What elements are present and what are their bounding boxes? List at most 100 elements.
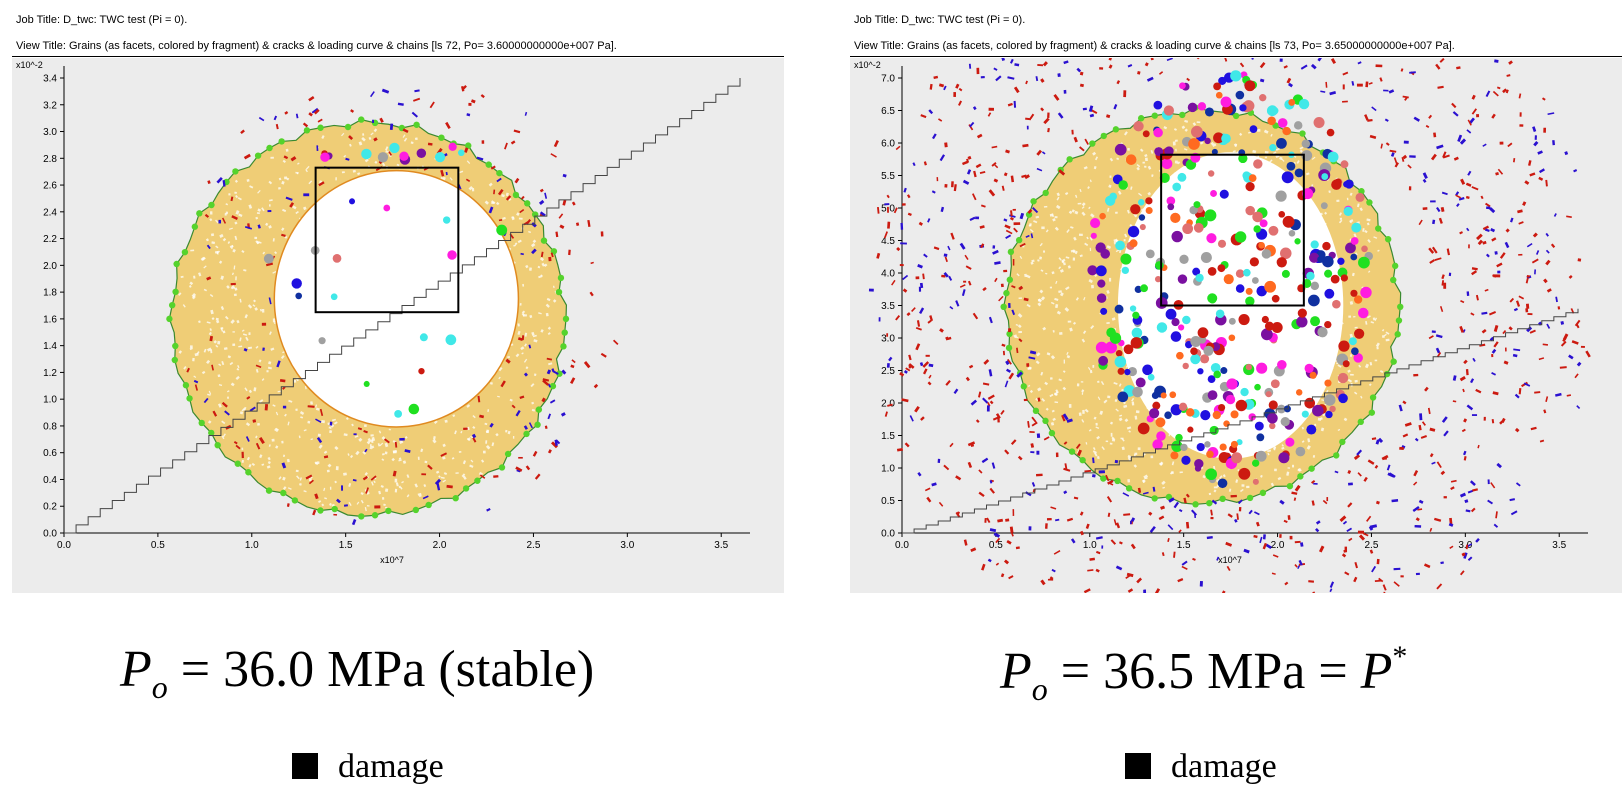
fragment-particle [1213,82,1222,91]
crack-mark [915,326,922,331]
crack-mark [1502,330,1507,335]
left-view-title: View Title: Grains (as facets, colored b… [16,40,617,52]
grain-facet [1111,317,1116,321]
y-tick-label: 1.8 [43,288,57,299]
boundary-particle [254,152,262,159]
crack-mark [381,88,390,94]
grain-facet [1306,445,1311,450]
crack-mark [1143,589,1147,593]
fragment-particle [1190,347,1198,355]
grain-facet [1089,247,1092,252]
crack-mark [258,436,265,445]
crack-mark [1532,232,1538,238]
crack-mark [1344,571,1350,576]
crack-mark [1415,517,1420,522]
crack-mark [532,450,538,457]
crack-mark [1527,312,1533,316]
crack-mark [1183,497,1187,504]
grain-facet [1175,148,1177,152]
boundary-particle [1100,475,1107,482]
crack-mark [1178,529,1182,533]
grain-facet [1055,303,1059,309]
crack-mark [1364,114,1369,121]
fragment-particle [1100,249,1110,259]
crack-mark [488,206,494,214]
grain-facet [1045,272,1048,275]
crack-mark [333,513,338,516]
crack-mark [1436,144,1444,150]
crack-mark [1512,158,1516,163]
fragment-particle [1310,281,1320,291]
crack-mark [561,369,567,375]
grain-facet [1082,409,1085,414]
crack-mark [472,437,477,443]
right-caption: Po = 36.5 MPa = P* [1000,640,1407,708]
boundary-particle [1020,383,1027,390]
grain-facet [1085,442,1088,445]
boundary-particle [1390,358,1397,365]
boundary-particle [278,138,285,145]
crack-mark [1458,197,1465,201]
crack-mark [1471,186,1479,191]
fragment-particle [1330,274,1340,284]
crack-mark [1354,561,1358,569]
crack-mark [1418,499,1424,504]
crack-mark [928,374,932,379]
grain-facet [1018,297,1022,299]
fragment-particle [1295,389,1303,396]
crack-mark [920,114,927,119]
grain-facet [1299,149,1303,153]
crack-mark [1382,584,1387,591]
y-tick-label: 3.0 [881,334,895,345]
grain-facet [1051,213,1055,218]
crack-mark [1476,114,1480,118]
fragment-particle [1171,318,1180,327]
crack-mark [1434,257,1442,261]
grain-facet [198,272,202,277]
fragment-particle [1357,307,1369,319]
grain-facet [253,387,257,392]
crack-mark [1016,347,1019,354]
crack-mark [1181,565,1188,570]
grain-facet [1219,475,1223,480]
grain-facet [1346,197,1349,201]
crack-mark [262,347,265,351]
crack-mark [944,184,948,188]
crack-mark [1467,489,1474,494]
fragment-particle [1152,439,1163,450]
grain-facet [343,154,347,158]
y-tick-label: 6.5 [881,106,895,117]
crack-mark [1492,274,1497,278]
grain-facet [1368,270,1371,273]
grain-facet [466,160,471,164]
crack-mark [1377,437,1384,443]
boundary-particle [555,288,563,296]
crack-mark [995,562,1000,566]
fragment-particle [1267,116,1276,126]
grain-facet [221,360,225,366]
fragment-particle [1197,102,1207,111]
crack-mark [1452,111,1459,117]
crack-mark [1066,418,1073,423]
fragment-particle [1095,265,1107,277]
crack-mark [1538,357,1545,361]
y-tick-label: 0.2 [43,502,57,513]
grain-facet [1385,331,1390,335]
grain-facet [399,440,404,444]
grain-facet [248,332,251,336]
fragment-particle [1312,404,1324,417]
grain-facet [1364,229,1368,234]
grain-facet [230,382,235,387]
fragment-particle [1271,294,1280,303]
crack-mark [218,219,222,224]
crack-mark [1467,119,1472,126]
crack-mark [1461,428,1466,433]
crack-mark [323,455,329,459]
crack-mark [397,102,404,106]
grain-facet [1374,359,1378,362]
grain-facet [1086,236,1089,240]
crack-mark [962,160,969,166]
grain-facet [1089,179,1092,183]
grain-facet [1110,432,1113,437]
crack-mark [600,352,607,358]
